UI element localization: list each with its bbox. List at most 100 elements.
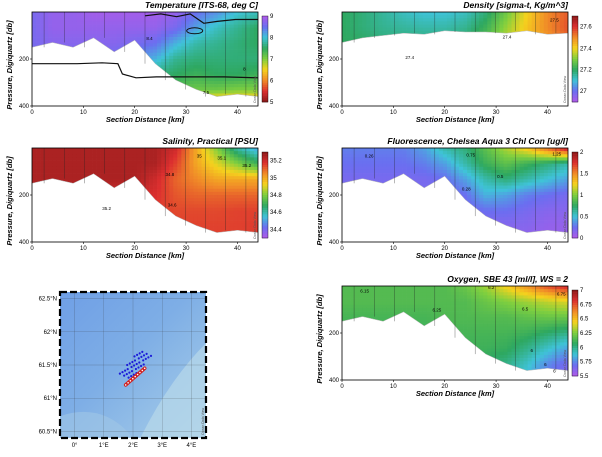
heatmap-cell [197,214,201,217]
heatmap-cell [141,157,145,160]
heatmap-cell [218,37,222,40]
heatmap-cell [202,164,206,167]
heatmap-cell [226,56,230,59]
heatmap-cell [76,34,80,37]
heatmap-cell [218,204,222,207]
heatmap-cell [250,25,254,28]
heatmap-cell [394,12,398,15]
heatmap-cell [56,18,60,21]
heatmap-cell [560,28,564,31]
heatmap-cell [463,21,467,24]
heatmap-cell [214,68,218,71]
heatmap-cell [44,12,48,15]
heatmap-cell [125,31,129,34]
heatmap-cell [230,182,234,185]
heatmap-cell [210,198,214,201]
heatmap-cell [407,18,411,21]
heatmap-cell [189,50,193,53]
colorbar-swatch [572,81,578,83]
heatmap-cell [185,50,189,53]
heatmap-cell [230,87,234,90]
heatmap-cell [238,84,242,87]
heatmap-cell [382,28,386,31]
heatmap-cell [44,18,48,21]
heatmap-cell [226,192,230,195]
heatmap-cell [125,12,129,15]
heatmap-cell [80,21,84,24]
heatmap-cell [185,46,189,49]
heatmap-cell [153,154,157,157]
heatmap-cell [230,50,234,53]
heatmap-cell [230,62,234,65]
colorbar-swatch [572,46,578,48]
heatmap-cell [407,25,411,28]
heatmap-cell [193,182,197,185]
heatmap-cell [350,28,354,31]
heatmap-cell [431,25,435,28]
heatmap-cell [197,15,201,18]
heatmap-cell [238,12,242,15]
heatmap-cell [169,157,173,160]
heatmap-cell [370,25,374,28]
heatmap-cell [512,25,516,28]
heatmap-cell [157,192,161,195]
heatmap-cell [230,40,234,43]
heatmap-cell [121,167,125,170]
heatmap-cell [177,56,181,59]
heatmap-cell [173,43,177,46]
colorbar-tick-label: 7 [270,57,274,63]
heatmap-cell [181,37,185,40]
heatmap-cell [439,12,443,15]
heatmap-cell [80,170,84,173]
heatmap-cell [193,189,197,192]
heatmap-cell [222,65,226,68]
heatmap-cell [532,21,536,24]
heatmap-cell [362,25,366,28]
heatmap-cell [218,217,222,220]
heatmap-cell [234,211,238,214]
heatmap-cell [36,18,40,21]
heatmap-cell [222,198,226,201]
heatmap-cell [165,46,169,49]
heatmap-cell [185,43,189,46]
heatmap-cell [52,31,56,34]
heatmap-cell [165,62,169,65]
heatmap-cell [230,186,234,189]
heatmap-cell [246,195,250,198]
heatmap-cell [60,161,64,164]
heatmap-cell [214,198,218,201]
heatmap-cell [532,15,536,18]
heatmap-cell [210,12,214,15]
heatmap-cell [242,217,246,220]
heatmap-cell [210,15,214,18]
heatmap-cell [165,198,169,201]
heatmap-cell [451,25,455,28]
heatmap-cell [68,167,72,170]
heatmap-cell [173,56,177,59]
heatmap-cell [234,65,238,68]
colorbar-swatch [572,91,578,93]
heatmap-cell [230,189,234,192]
colorbar-swatch [572,20,578,22]
heatmap-cell [185,198,189,201]
heatmap-cell [230,37,234,40]
heatmap-cell [197,59,201,62]
heatmap-cell [544,15,548,18]
heatmap-cell [165,179,169,182]
heatmap-cell [169,21,173,24]
heatmap-cell [113,15,117,18]
heatmap-cell [165,186,169,189]
heatmap-cell [342,28,346,31]
heatmap-cell [44,148,48,151]
heatmap-cell [246,90,250,93]
heatmap-cell [153,170,157,173]
heatmap-cell [84,37,88,40]
heatmap-cell [177,43,181,46]
heatmap-cell [60,25,64,28]
heatmap-cell [467,15,471,18]
heatmap-cell [226,31,230,34]
heatmap-cell [56,151,60,154]
heatmap-cell [109,154,113,157]
heatmap-cell [459,12,463,15]
heatmap-cell [189,217,193,220]
